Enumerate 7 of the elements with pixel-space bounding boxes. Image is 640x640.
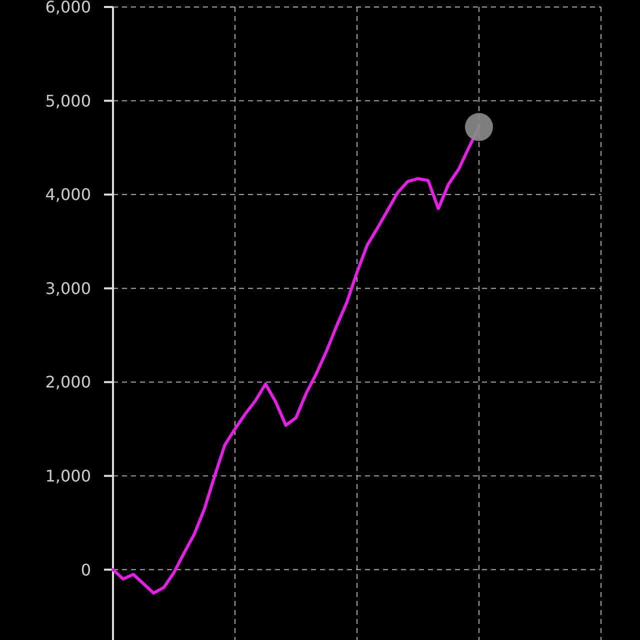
y-tick-label: 5,000 bbox=[45, 91, 91, 110]
y-tick-label: 6,000 bbox=[45, 0, 91, 17]
y-tick-label: 4,000 bbox=[45, 185, 91, 204]
y-tick-label: 2,000 bbox=[45, 372, 91, 392]
y-tick-label: 0 bbox=[80, 560, 91, 580]
y-tick-label: 3,000 bbox=[45, 278, 91, 298]
y-tick-label: 1,000 bbox=[45, 466, 91, 486]
